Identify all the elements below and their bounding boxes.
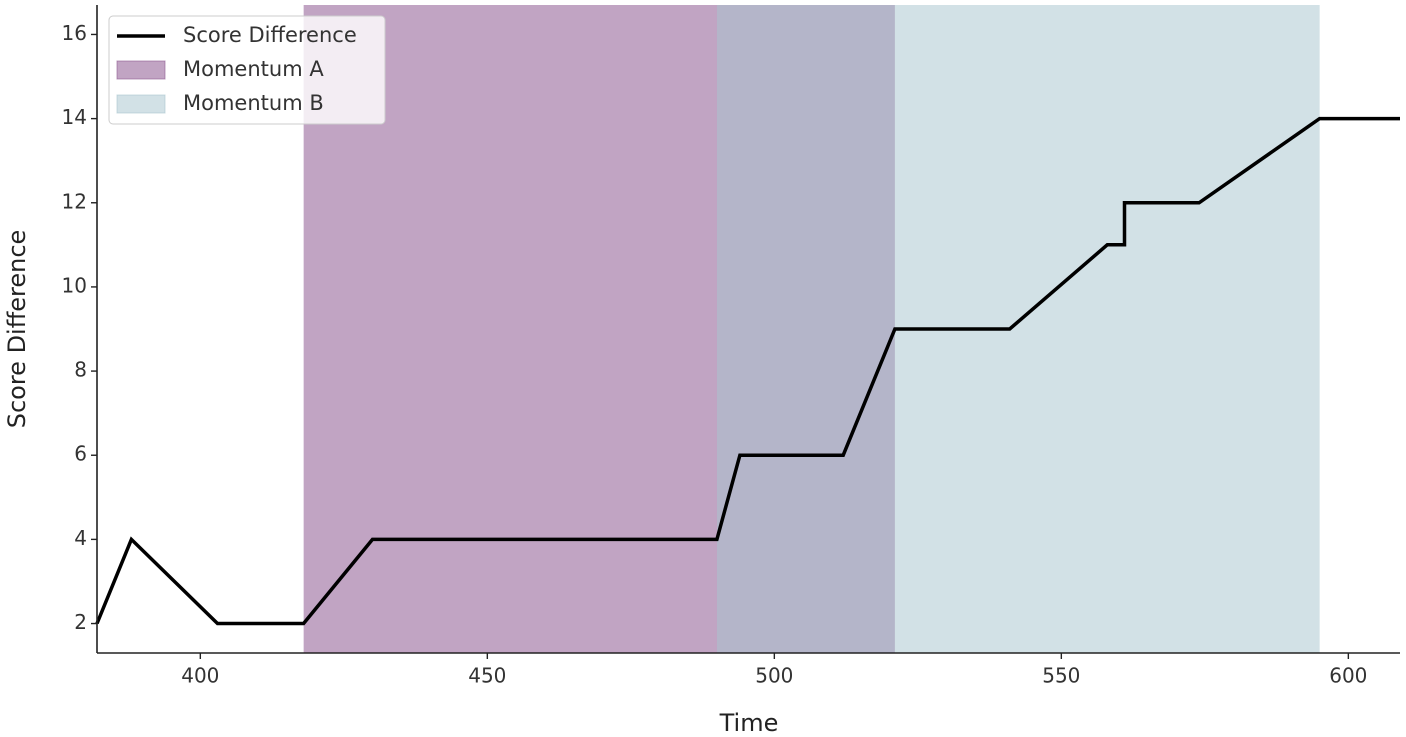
x-tick-label: 550 [1042, 664, 1080, 688]
legend-box [108, 15, 386, 125]
x-axis-title: Time [719, 709, 779, 737]
legend-patch-swatch [116, 94, 166, 114]
y-tick-label: 12 [62, 189, 87, 213]
y-tick-label: 14 [62, 105, 87, 129]
legend-label: Momentum A [183, 57, 324, 81]
x-tick-label: 450 [468, 664, 506, 688]
y-tick-label: 2 [74, 610, 87, 634]
y-tick-label: 6 [74, 442, 87, 466]
y-tick-label: 4 [74, 526, 87, 550]
axes [96, 5, 1400, 654]
y-tick-label: 8 [74, 358, 87, 382]
legend: Score Difference Momentum A Momentum B [108, 15, 386, 125]
legend-label: Score Difference [183, 23, 357, 47]
x-tick-label: 500 [755, 664, 793, 688]
score-difference-line [95, 116, 1400, 626]
y-tick-label: 16 [62, 21, 87, 45]
momentum-regions [303, 5, 1320, 653]
y-axis-title: Score Difference [3, 230, 31, 429]
y-tick-label: 10 [62, 273, 87, 297]
legend-label: Momentum B [183, 91, 324, 115]
line-series-layer [95, 116, 1400, 626]
legend-patch-swatch [116, 60, 166, 80]
x-tick-label: 400 [181, 664, 219, 688]
x-tick-label: 600 [1329, 664, 1367, 688]
momentum-region-b [716, 5, 1320, 653]
tick-marks-and-labels: 400 450 500 550 600 2 4 6 8 10 12 14 16 [62, 21, 1368, 688]
